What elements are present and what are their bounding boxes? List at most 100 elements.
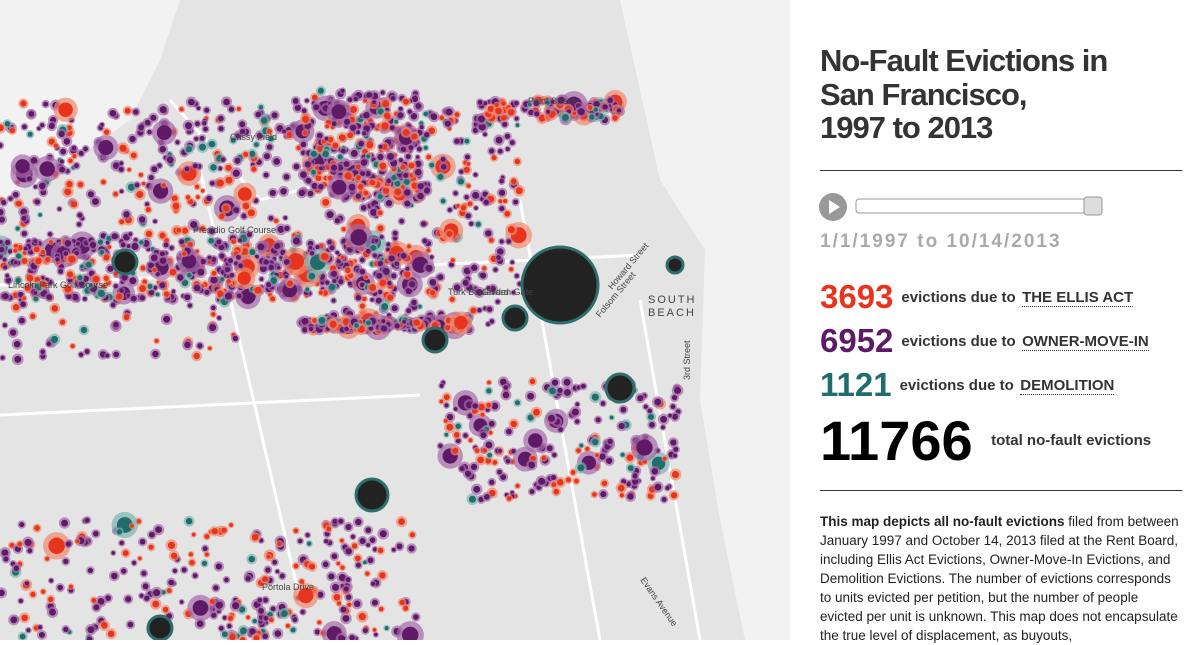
eviction-dot-core — [545, 100, 550, 105]
eviction-dot-core — [121, 274, 128, 281]
eviction-dot-core — [179, 600, 184, 604]
eviction-dot-core — [473, 172, 478, 177]
eviction-dot-core — [111, 551, 116, 555]
eviction-dot-core — [75, 539, 80, 544]
eviction-dot-core — [363, 111, 370, 119]
eviction-dot-core — [355, 193, 362, 199]
eviction-dot-core — [76, 222, 82, 227]
eviction-dot-core — [63, 626, 69, 633]
eviction-dot-core — [311, 169, 316, 175]
eviction-dot-core — [321, 253, 329, 261]
eviction-dot-core — [510, 178, 517, 184]
eviction-dot-core — [64, 240, 72, 247]
eviction-dot-core — [13, 243, 18, 248]
stat-count: 1121 — [820, 366, 892, 403]
eviction-dot-core — [177, 274, 184, 281]
eviction-dot-core — [346, 594, 352, 600]
eviction-dot-core — [410, 113, 418, 120]
eviction-dot-core — [510, 420, 517, 428]
eviction-dot-core — [48, 122, 55, 130]
eviction-dot-core — [464, 194, 469, 200]
eviction-dot-core — [119, 288, 124, 293]
eviction-dot-core — [308, 326, 314, 332]
eviction-dot-core — [258, 607, 265, 614]
eviction-dot-core — [97, 289, 105, 297]
eviction-dot-core — [71, 201, 78, 208]
stat-link[interactable]: THE ELLIS ACT — [1022, 288, 1134, 307]
eviction-dot-core — [1, 199, 7, 206]
eviction-dot-core — [365, 571, 370, 576]
eviction-dot-core — [459, 466, 465, 472]
eviction-dot-core — [71, 293, 79, 301]
eviction-dot-core — [619, 493, 624, 498]
eviction-dot-core — [485, 457, 492, 464]
eviction-dot-core — [458, 178, 464, 185]
eviction-dot-core — [57, 207, 62, 211]
eviction-dot-core — [350, 229, 367, 246]
eviction-dot-core — [272, 559, 278, 565]
eviction-dot-core — [84, 349, 90, 354]
eviction-dot-core — [509, 267, 514, 272]
eviction-dot-core — [197, 268, 205, 276]
eviction-dot-core — [254, 254, 259, 259]
eviction-dot-core — [103, 254, 110, 261]
eviction-dot-core — [216, 179, 225, 187]
eviction-dot-core — [33, 296, 39, 302]
eviction-dot-core — [301, 108, 307, 114]
eviction-dot-core — [487, 105, 494, 112]
eviction-dot-core — [342, 614, 350, 622]
eviction-dot-core — [372, 547, 378, 552]
eviction-dot-core — [189, 559, 195, 566]
eviction-dot-core — [337, 154, 343, 160]
eviction-dot-core — [447, 207, 453, 212]
slider-handle[interactable] — [1083, 196, 1103, 216]
eviction-dot-core — [503, 199, 508, 204]
eviction-dot-core — [552, 452, 557, 458]
eviction-dot-core — [322, 150, 329, 158]
eviction-dot-core — [63, 251, 69, 256]
eviction-dot-core — [489, 148, 495, 154]
eviction-dot-core — [283, 216, 288, 220]
stat-link[interactable]: DEMOLITION — [1020, 376, 1115, 395]
eviction-dot-core — [475, 221, 481, 227]
eviction-dot-core — [340, 255, 345, 260]
eviction-dot-core — [188, 98, 195, 106]
eviction-dot-core — [382, 267, 390, 275]
eviction-dot-core — [138, 124, 145, 131]
eviction-dot-core — [169, 245, 174, 251]
slider-track[interactable] — [855, 198, 1103, 214]
eviction-dot-core — [498, 449, 502, 453]
eviction-dot-core — [161, 183, 166, 188]
eviction-dot-core — [33, 246, 40, 253]
eviction-dot-core — [280, 188, 287, 195]
stat-row: 1121 evictions due to DEMOLITION — [820, 366, 1115, 404]
eviction-dot-core — [472, 191, 480, 199]
eviction-dot-core — [171, 289, 176, 294]
eviction-dot-core — [504, 210, 511, 217]
eviction-dot-core — [93, 530, 99, 537]
eviction-dot-core — [179, 239, 185, 245]
stat-link[interactable]: OWNER-MOVE-IN — [1022, 332, 1149, 351]
eviction-dot-core — [276, 265, 281, 270]
eviction-dot-core — [263, 172, 269, 178]
eviction-dot-core — [175, 140, 180, 145]
eviction-dot-core — [274, 243, 281, 250]
eviction-dot-core — [318, 290, 323, 295]
eviction-dot-core — [533, 100, 540, 107]
eviction-dot-core — [24, 285, 31, 291]
map-label: Lincoln Park Golf Course — [8, 280, 108, 290]
eviction-dot-core — [371, 599, 378, 606]
eviction-dot-core — [381, 122, 389, 130]
eviction-dot-core — [224, 577, 229, 583]
timeline[interactable] — [818, 192, 1118, 222]
eviction-dot-core — [188, 552, 193, 557]
eviction-dot-core — [350, 106, 357, 113]
eviction-dot-core — [365, 248, 371, 254]
eviction-dot-core — [366, 543, 371, 547]
eviction-dot-core — [130, 152, 137, 159]
eviction-dot-core — [38, 213, 42, 217]
eviction-dot-core — [437, 173, 444, 180]
eviction-dot-core — [204, 107, 210, 113]
large-eviction-dot — [354, 477, 390, 513]
eviction-dot-core — [464, 470, 472, 477]
